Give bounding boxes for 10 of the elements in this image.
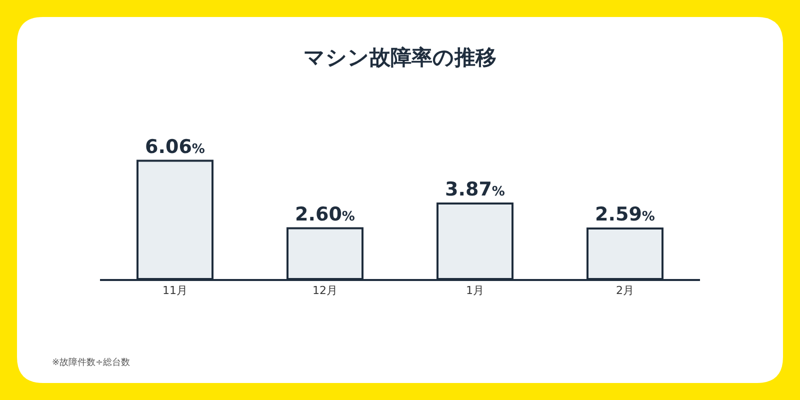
chart-title: マシン故障率の推移: [304, 45, 496, 70]
text: ※故障件数÷総台数: [52, 357, 130, 368]
x-tick-label: 11月: [162, 284, 188, 298]
data-label: 2.59%: [595, 203, 655, 226]
x-tick-label: 2月: [616, 284, 634, 298]
data-label: 2.60%: [295, 203, 355, 226]
data-label: 6.06%: [145, 136, 205, 158]
x-tick-label: 1月: [466, 284, 484, 298]
x-tick-label: 12月: [312, 284, 338, 298]
data-label: 3.87%: [445, 178, 505, 200]
